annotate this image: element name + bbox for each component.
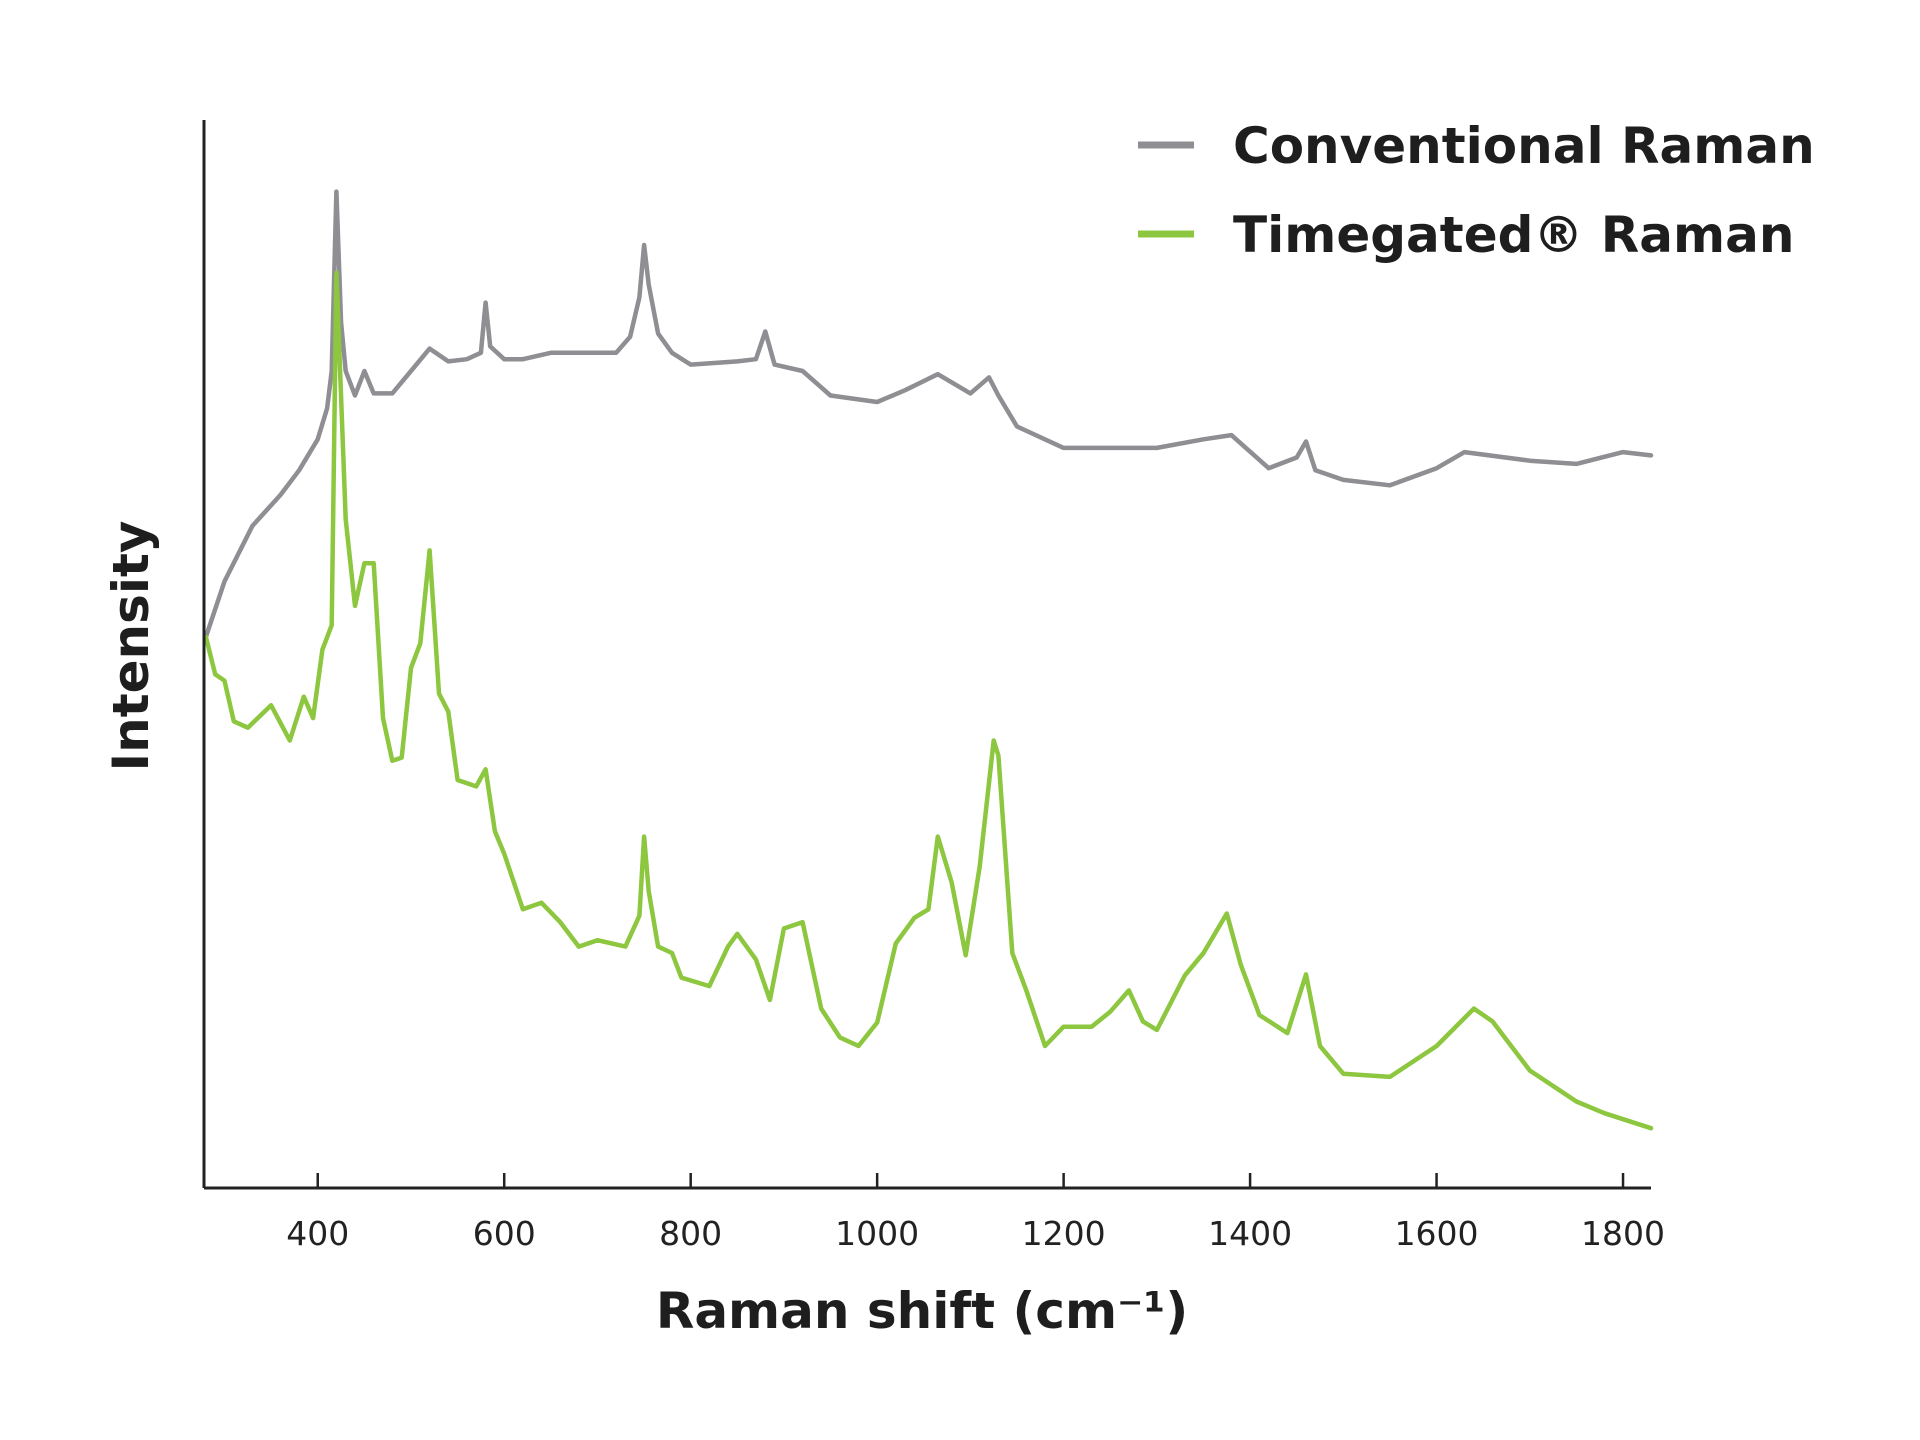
x-tick-label: 1000: [835, 1214, 919, 1253]
series-line-conventional-raman: [203, 189, 1654, 640]
x-tick-label: 1400: [1208, 1214, 1292, 1253]
series-line-timegated-raman: [203, 270, 1654, 1131]
x-tick-label: 1200: [1022, 1214, 1106, 1253]
x-tick-label: 1800: [1581, 1214, 1665, 1253]
x-axis-title: Raman shift (cm⁻¹): [656, 1282, 1188, 1340]
x-tick-label: 600: [473, 1214, 536, 1253]
series-layer: [203, 189, 1654, 1131]
legend-label-timegated: Timegated® Raman: [1233, 206, 1794, 264]
legend-label-conventional: Conventional Raman: [1233, 117, 1815, 175]
legend: Conventional Raman Timegated® Raman: [1138, 117, 1815, 264]
x-tick-label: 800: [659, 1214, 722, 1253]
x-tick-label: 1600: [1395, 1214, 1479, 1253]
x-tick-label: 400: [286, 1214, 349, 1253]
x-ticks: 400 600 800 1000 1200 1400 1600 1800: [286, 1173, 1665, 1253]
y-axis-title: Intensity: [102, 520, 160, 771]
